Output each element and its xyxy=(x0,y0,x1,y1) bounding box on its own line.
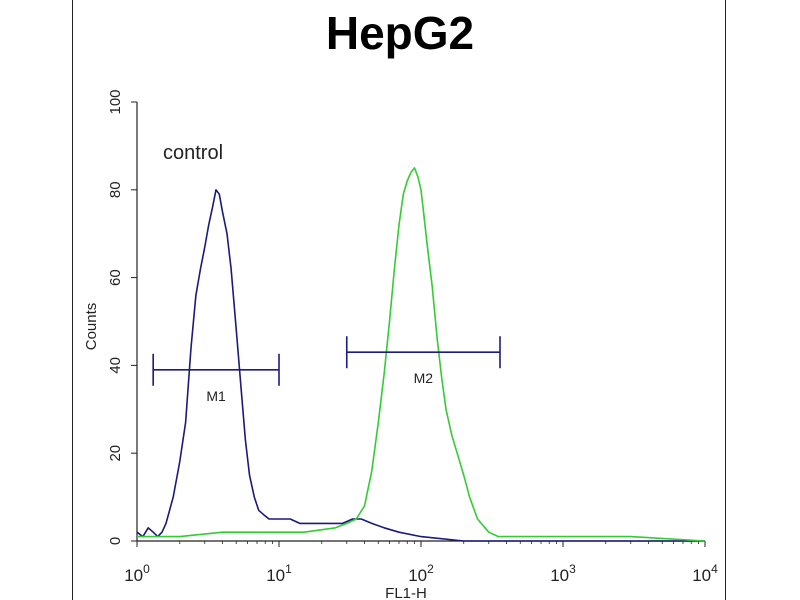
y-tick-label: 100 xyxy=(107,89,124,114)
x-axis-label: FL1-H xyxy=(385,585,427,600)
gate-label: M1 xyxy=(206,388,226,404)
annotation-label: control xyxy=(163,142,223,164)
y-tick-label: 20 xyxy=(107,445,124,462)
x-tick-label: 100 xyxy=(124,562,150,585)
labels-layer: control xyxy=(163,142,223,164)
x-tick-label: 103 xyxy=(550,562,576,585)
y-tick-label: 60 xyxy=(107,269,124,286)
chart-frame xyxy=(72,0,726,600)
x-tick-label: 102 xyxy=(408,562,434,585)
y-tick-label: 40 xyxy=(107,357,124,374)
x-tick-label: 101 xyxy=(266,562,292,585)
sample-histogram-line xyxy=(137,167,706,542)
series-layer xyxy=(136,167,706,542)
y-axis-label: Counts xyxy=(83,303,100,351)
axes: 0 20 40 60 80 100 100 101 102 103 104 FL1-H Counts xyxy=(83,89,718,600)
control-histogram-line xyxy=(136,189,705,542)
gates-layer: M1 M2 xyxy=(152,336,501,404)
y-tick-label: 0 xyxy=(107,537,124,545)
chart-title: HepG2 xyxy=(325,7,475,59)
y-tick-label: 80 xyxy=(107,181,124,198)
gate-label: M2 xyxy=(414,370,434,386)
x-tick-label: 104 xyxy=(692,562,718,585)
